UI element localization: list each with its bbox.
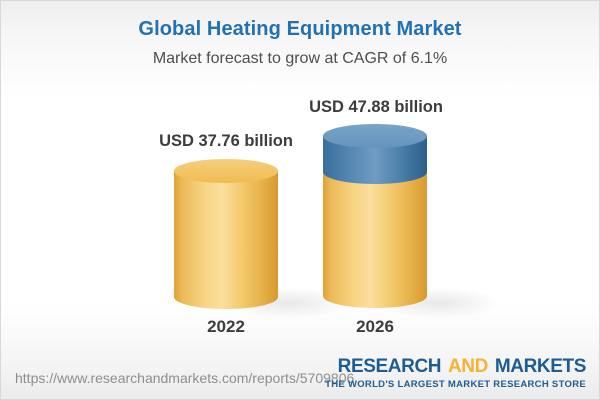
value-label-2022: USD 37.76 billion	[159, 132, 293, 150]
category-label-2022: 2022	[207, 317, 245, 336]
source-url: https://www.researchandmarkets.com/repor…	[15, 370, 355, 386]
logo-wordmark: RESEARCH AND MARKETS	[325, 356, 587, 378]
value-label-2026: USD 47.88 billion	[309, 98, 443, 116]
cylinder-body-2022	[174, 171, 278, 309]
chart-subtitle: Market forecast to grow at CAGR of 6.1%	[152, 50, 448, 67]
logo-tagline: THE WORLD'S LARGEST MARKET RESEARCH STOR…	[325, 378, 586, 390]
logo-word-and: AND	[447, 356, 488, 377]
logo-word-research: RESEARCH	[337, 356, 442, 377]
cylinder-growth-segment-2026	[323, 136, 427, 184]
logo-word-markets: MARKETS	[494, 356, 587, 377]
cylinder-body-gold-2026	[323, 168, 427, 308]
cylinder-top-2022	[174, 159, 278, 183]
cylinder-top-2026	[323, 124, 427, 148]
chart-title: Global Heating Equipment Market	[138, 18, 462, 40]
category-label-2026: 2026	[356, 317, 394, 336]
research-and-markets-logo: RESEARCH AND MARKETS THE WORLD'S LARGEST…	[325, 356, 587, 390]
cylinder-bar-2026	[323, 124, 427, 308]
cylinder-bar-2022	[174, 159, 278, 309]
